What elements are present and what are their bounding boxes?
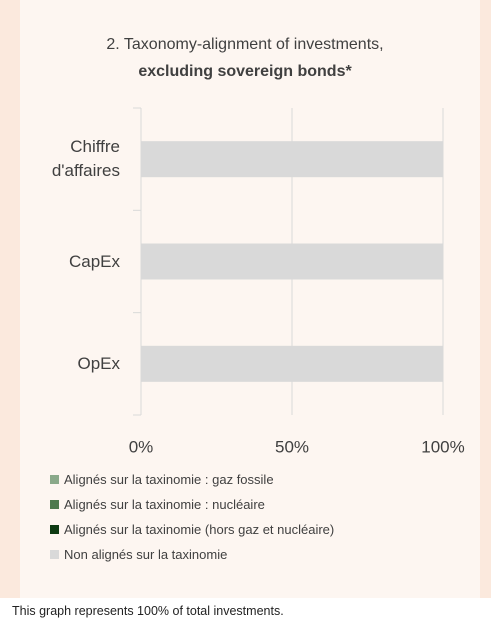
legend-label: Non alignés sur la taxinomie <box>64 547 228 562</box>
legend-label: Alignés sur la taxinomie (hors gaz et nu… <box>64 522 335 537</box>
legend-label: Alignés sur la taxinomie : gaz fossile <box>64 472 274 487</box>
x-tick-label: 0% <box>129 437 154 456</box>
bar-segment <box>141 345 443 382</box>
chart: 2. Taxonomy-alignment of investments, ex… <box>106 36 464 456</box>
y-tick-label: Chiffre d'affaires <box>51 137 120 181</box>
y-tick-label: CapEx <box>68 251 120 271</box>
legend-item: Alignés sur la taxinomie : gaz fossile <box>50 472 274 487</box>
bar-segment <box>141 141 443 178</box>
legend-item: Alignés sur la taxinomie (hors gaz et nu… <box>50 522 334 537</box>
chart-area <box>20 0 480 598</box>
legend-label: Alignés sur la taxinomie : nucléaire <box>64 497 265 512</box>
footnote: This graph represents 100% of total inve… <box>12 604 284 618</box>
legend-swatch <box>50 475 59 484</box>
x-tick-label: 100% <box>421 437 464 456</box>
legend-item: Alignés sur la taxinomie : nucléaire <box>50 497 265 512</box>
legend-swatch <box>50 525 59 534</box>
legend-item: Non alignés sur la taxinomie <box>50 547 227 562</box>
chart-title: 2. Taxonomy-alignment of investments, <box>106 36 383 53</box>
legend-swatch <box>50 500 59 509</box>
chart-subtitle: excluding sovereign bonds* <box>138 63 352 80</box>
bar-segment <box>141 243 443 280</box>
legend-swatch <box>50 550 59 559</box>
x-tick-label: 50% <box>275 437 309 456</box>
y-tick-label: OpEx <box>77 353 120 373</box>
